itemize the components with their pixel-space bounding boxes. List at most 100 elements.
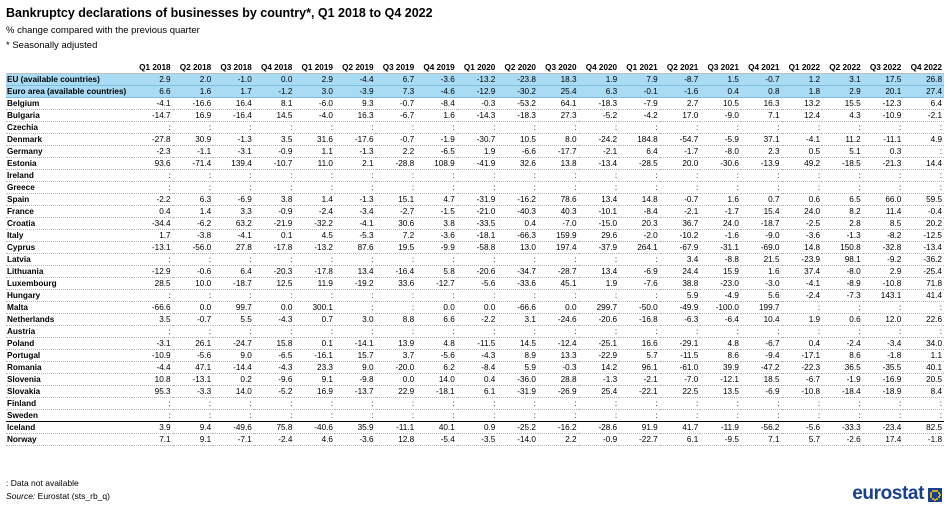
table-row: EU (available countries) 2.9 2.0 -1.0 0.0 2.9… (6, 73, 944, 87)
table-cell: 0.5 (781, 145, 823, 159)
table-cell: 93.6 (132, 157, 173, 171)
table-cell: 0.4 (497, 217, 538, 231)
table-cell: -14.7 (132, 109, 173, 123)
table-cell: : (619, 397, 660, 411)
table-cell: 25.4 (537, 85, 579, 99)
page-title: Bankruptcy declarations of businesses by… (6, 6, 433, 20)
table-cell: 7.1 (740, 433, 782, 447)
table-cell: -24.6 (537, 313, 579, 327)
table-cell: 20.5 (903, 373, 944, 387)
table-cell: 6.7 (375, 73, 417, 87)
table-cell: -9.0 (740, 229, 782, 243)
table-cell: 0.7 (740, 193, 782, 207)
table-cell: : (253, 325, 295, 339)
table-cell: 37.1 (740, 133, 782, 147)
table-cell: 23.3 (294, 361, 335, 375)
table-row: Romania -4.4 47.1 -14.4 -4.3 23.3 9.0 -20.0 6.2-… (6, 361, 944, 375)
table-cell: -6.0 (294, 97, 335, 111)
table-cell: 13.4 (334, 265, 376, 279)
table-cell: 159.9 (537, 229, 579, 243)
table-cell: : (132, 121, 173, 135)
table-cell: 17.5 (862, 73, 904, 87)
table-cell: : (822, 169, 863, 183)
table-cell: -2.4 (253, 433, 295, 447)
table-cell: 49.2 (781, 157, 823, 171)
table-cell: 2.3 (740, 145, 782, 159)
table-cell: : (537, 325, 579, 339)
table-cell: : (172, 121, 214, 135)
table-cell: -16.6 (172, 97, 214, 111)
table-cell: 15.9 (700, 265, 741, 279)
table-cell: 7.2 (375, 229, 417, 243)
table-cell: -17.1 (781, 349, 823, 363)
table-cell: : (903, 145, 944, 159)
table-cell: 3.9 (132, 421, 173, 435)
table-cell: : (659, 409, 701, 423)
table-cell: 0.4 (456, 373, 498, 387)
table-cell: -17.6 (334, 133, 376, 147)
table-cell: : (537, 121, 579, 135)
table-cell: : (334, 325, 376, 339)
table-cell: 9.1 (172, 433, 214, 447)
table-cell: -1.0 (213, 73, 254, 87)
table-cell: : (375, 169, 417, 183)
table-cell: 6.6 (132, 85, 173, 99)
table-cell: -40.3 (497, 205, 538, 219)
table-cell: : (334, 169, 376, 183)
table-cell: 3.8 (253, 193, 295, 207)
table-cell: : (537, 181, 579, 195)
table-cell: -3.3 (172, 385, 214, 399)
table-cell: 108.9 (416, 157, 457, 171)
table-cell: 0.0 (172, 301, 214, 315)
table-cell: 5.9 (497, 361, 538, 375)
table-cell: 6.1 (659, 433, 701, 447)
table-cell: -2.4 (822, 337, 863, 351)
table-cell: -13.2 (294, 241, 335, 255)
table-cell: -0.7 (375, 97, 417, 111)
table-cell: : (619, 121, 660, 135)
source-note: Source: Eurostat (sts_rb_q) (6, 491, 110, 501)
row-label: Belgium (6, 97, 132, 111)
table-cell: 197.4 (537, 241, 579, 255)
table-cell: 13.0 (497, 241, 538, 255)
column-header: Q4 2021 (740, 62, 782, 75)
table-cell: -4.4 (334, 73, 376, 87)
table-cell: -1.6 (659, 85, 701, 99)
table-cell: 8.8 (375, 313, 417, 327)
table-cell: -50.0 (619, 301, 660, 315)
table-cell: : (862, 181, 904, 195)
table-cell: : (334, 301, 376, 315)
table-cell: 1.9 (578, 277, 620, 291)
table-cell: -20.6 (578, 313, 620, 327)
table-cell: 13.8 (537, 157, 579, 171)
table-cell: -3.0 (740, 277, 782, 291)
table-cell: -30.6 (700, 157, 741, 171)
table-cell: 20.1 (862, 85, 904, 99)
table-cell: 14.0 (416, 373, 457, 387)
row-label: EU (available countries) (6, 73, 132, 87)
table-cell: : (903, 301, 944, 315)
row-label: Estonia (6, 157, 132, 171)
row-label: Luxembourg (6, 277, 132, 291)
table-cell: : (213, 409, 254, 423)
table-cell: 14.5 (253, 109, 295, 123)
row-label: Italy (6, 229, 132, 243)
table-cell: -1.8 (862, 349, 904, 363)
table-cell: 0.7 (294, 313, 335, 327)
table-cell: -67.9 (659, 241, 701, 255)
table-cell: 4.6 (294, 433, 335, 447)
table-cell: : (578, 121, 620, 135)
table-cell: 16.3 (334, 109, 376, 123)
row-label: Netherlands (6, 313, 132, 327)
table-cell: -22.7 (619, 433, 660, 447)
table-cell: -8.2 (862, 229, 904, 243)
table-cell: -2.5 (781, 217, 823, 231)
column-header: Q3 2018 (213, 62, 254, 75)
table-cell: : (903, 181, 944, 195)
table-cell: -3.1 (213, 145, 254, 159)
table-row: Italy 1.7 -3.8 -4.1 0.1 4.5 -5.3 7.2 -3.6 -18.1 -6… (6, 229, 944, 243)
table-cell: -31.9 (456, 193, 498, 207)
table-cell: 37.4 (781, 265, 823, 279)
table-cell: 7.1 (132, 433, 173, 447)
table-cell: -36.0 (497, 373, 538, 387)
